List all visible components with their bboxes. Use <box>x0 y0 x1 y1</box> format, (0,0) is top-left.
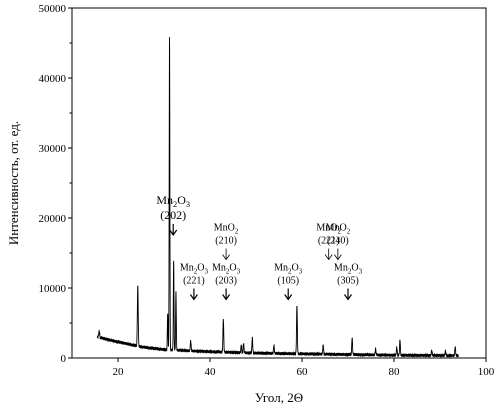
peak-annotation: MnO2(210) <box>214 223 239 261</box>
down-arrow-head <box>169 229 178 237</box>
hkl-label: (210) <box>215 236 237 247</box>
phase-label: MnO2 <box>214 223 239 236</box>
plot-frame <box>71 7 487 359</box>
peak-annotation: MnO2(221) <box>316 223 341 261</box>
x-tick-label: 80 <box>389 366 401 378</box>
axes <box>71 7 487 359</box>
y-tick-label: 50000 <box>39 3 67 15</box>
x-tick-label: 60 <box>297 366 309 378</box>
hkl-label: (203) <box>215 276 237 287</box>
peak-annotation: MnO2(240) <box>326 223 351 261</box>
peak-annotations: Mn2O3(202)MnO2(210)MnO2(221)MnO2(240)Mn2… <box>156 193 363 301</box>
phase-label: Mn2O3 <box>274 263 303 276</box>
x-tick-label: 100 <box>478 366 495 378</box>
y-tick-label: 10000 <box>39 283 67 295</box>
phase-label: Mn2O3 <box>156 193 190 209</box>
phase-label: Mn2O3 <box>180 263 209 276</box>
peak-annotation: Mn2O3(203) <box>212 263 241 301</box>
peak-annotation: Mn2O3(305) <box>334 263 363 301</box>
down-arrow-head <box>222 294 231 301</box>
y-tick-label: 30000 <box>39 143 67 155</box>
y-tick-label: 40000 <box>39 73 67 85</box>
y-tick-label: 20000 <box>39 213 67 225</box>
peak-annotation: Mn2O3(202) <box>156 193 190 237</box>
hkl-label: (202) <box>160 208 186 222</box>
down-arrow-head <box>324 254 333 261</box>
x-tick-label: 20 <box>113 366 125 378</box>
phase-label: MnO2 <box>316 223 341 236</box>
down-arrow-head <box>334 254 342 261</box>
y-tick-label: 0 <box>61 353 67 365</box>
hkl-label: (105) <box>277 276 299 287</box>
down-arrow-head <box>284 294 293 301</box>
hkl-label: (240) <box>327 236 349 247</box>
hkl-label: (305) <box>337 276 359 287</box>
down-arrow-head <box>222 254 230 261</box>
phase-label: MnO2 <box>326 223 351 236</box>
x-tick-label: 40 <box>205 366 217 378</box>
down-arrow-head <box>344 294 352 301</box>
down-arrow-head <box>189 294 198 301</box>
ticks: 20 40 60 80 100 0 10000 20000 30000 40000 50000 <box>39 3 495 378</box>
y-axis-label: Интенсивность, от. ед. <box>6 121 21 245</box>
x-axis-label: Угол, 2Θ <box>255 390 303 405</box>
diffraction-trace <box>96 37 459 359</box>
hkl-label: (221) <box>318 236 340 247</box>
peak-annotation: Mn2O3(105) <box>274 263 303 301</box>
phase-label: Mn2O3 <box>334 263 363 276</box>
hkl-label: (221) <box>183 276 205 287</box>
peak-annotation: Mn2O3(221) <box>180 263 209 301</box>
phase-label: Mn2O3 <box>212 263 241 276</box>
